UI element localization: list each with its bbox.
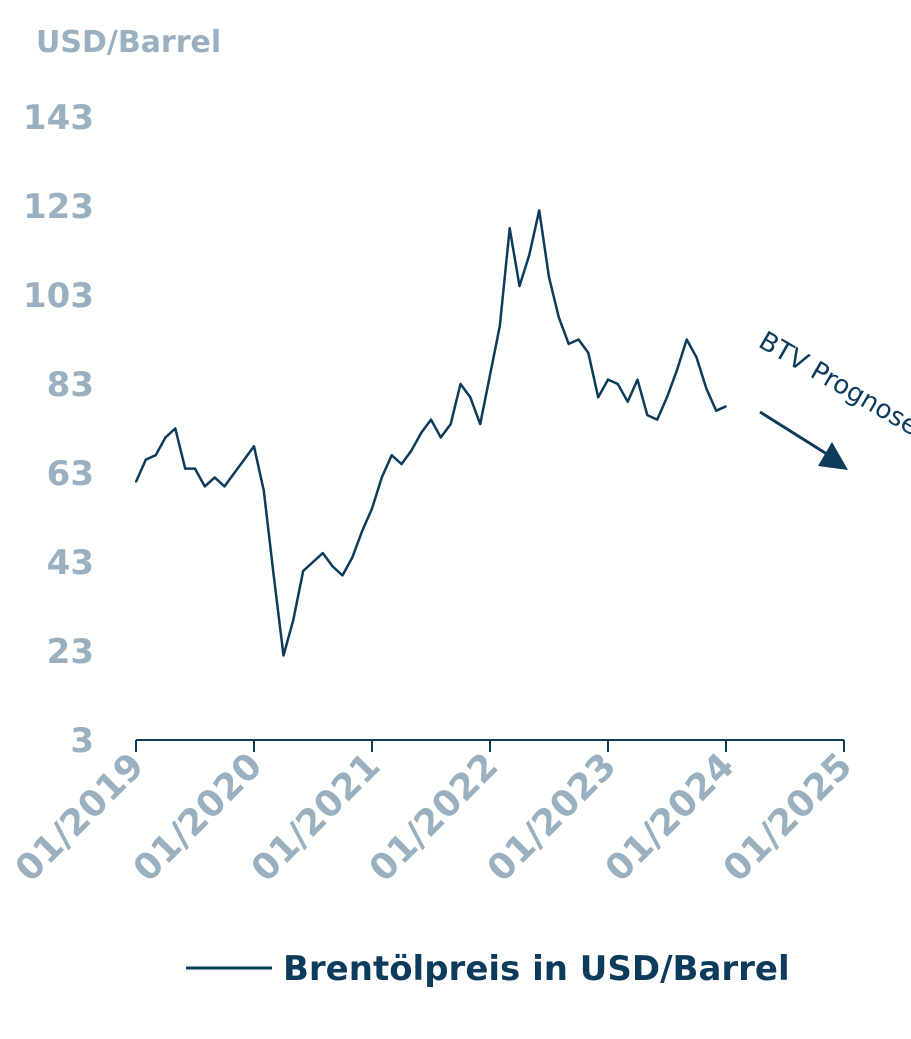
x-tick-label: 01/2021	[244, 745, 389, 890]
brent-price-point	[607, 378, 609, 381]
brent-price-point	[508, 227, 511, 230]
brent-price-point	[272, 574, 275, 577]
y-tick-label: 43	[47, 543, 94, 583]
x-tick-label: 01/2024	[598, 745, 743, 890]
brent-price-point	[253, 445, 255, 448]
x-axis: 01/201901/202001/202101/202201/202301/20…	[8, 739, 861, 890]
brent-price-point	[616, 383, 619, 385]
brent-price-point	[518, 285, 521, 287]
brent-price-point	[557, 316, 560, 319]
brent-price-point	[164, 436, 167, 439]
brent-price-point	[410, 449, 413, 452]
brent-price-point	[351, 556, 354, 559]
y-tick-label: 143	[23, 98, 94, 138]
plot-area	[134, 209, 727, 657]
brent-price-point	[695, 356, 698, 359]
y-tick-label: 63	[47, 454, 94, 494]
brent-price-point	[262, 489, 265, 492]
y-tick-label: 123	[23, 187, 94, 227]
forecast-annotation: BTV Prognose	[754, 326, 911, 470]
brent-price-point	[479, 423, 482, 425]
brent-price-point	[715, 409, 718, 412]
x-tick-label: 01/2025	[716, 745, 861, 890]
brent-price-point	[203, 485, 206, 488]
brent-price-line	[134, 209, 727, 657]
brent-price-point	[666, 396, 668, 399]
brent-price-point	[636, 378, 639, 381]
brent-price-point	[243, 458, 246, 461]
brent-price-point	[135, 481, 137, 483]
brent-price-point	[656, 418, 659, 421]
brent-price-point	[538, 209, 541, 212]
brent-price-point	[144, 458, 147, 461]
brent-price-point	[194, 467, 196, 470]
legend-label: Brentölpreis in USD/Barrel	[283, 949, 790, 989]
brent-price-point	[174, 427, 177, 430]
brent-price-point	[213, 476, 216, 479]
brent-price-point	[439, 436, 442, 439]
brent-price-point	[400, 463, 403, 465]
brent-price-point	[302, 570, 305, 572]
brent-price-point	[626, 400, 629, 403]
brent-price-point	[361, 530, 364, 532]
brent-price-point	[282, 654, 285, 657]
brent-price-point	[390, 454, 393, 457]
y-tick-label: 103	[23, 276, 94, 316]
y-tick-label: 3	[70, 721, 94, 761]
brent-price-point	[184, 467, 187, 470]
x-tick-label: 01/2022	[362, 745, 507, 890]
brent-price-point	[597, 396, 600, 399]
y-tick-label: 23	[47, 632, 94, 672]
brent-price-point	[459, 383, 462, 385]
brent-price-point	[371, 507, 373, 510]
y-tick-label: 83	[47, 365, 94, 405]
legend: Brentölpreis in USD/Barrel	[186, 949, 790, 989]
brent-price-point	[341, 574, 344, 577]
forecast-arrow-shaft	[759, 410, 831, 458]
brent-price-point	[380, 476, 383, 479]
x-tick-label: 01/2019	[8, 745, 153, 890]
brent-price-point	[548, 276, 550, 279]
brent-price-point	[705, 387, 708, 390]
brent-price-point	[675, 369, 678, 372]
brent-price-point	[498, 325, 501, 327]
x-tick-label: 01/2020	[126, 745, 271, 890]
y-axis-unit-label: USD/Barrel	[36, 25, 221, 60]
brent-price-point	[587, 351, 590, 354]
brent-price-point	[154, 454, 157, 457]
brent-price-point	[469, 396, 472, 399]
brent-price-point	[685, 338, 688, 341]
brent-price-point	[233, 472, 236, 474]
x-tick-label: 01/2023	[480, 745, 625, 890]
brent-price-point	[725, 405, 727, 408]
forecast-arrow-head	[818, 442, 848, 470]
brent-price-point	[223, 485, 226, 488]
brent-price-point	[420, 432, 423, 434]
brent-price-point	[430, 418, 432, 421]
brent-price-point	[577, 338, 580, 341]
y-axis-ticks: 3 23 43 63 83 103 123 143	[23, 98, 94, 761]
brent-price-point	[528, 254, 531, 256]
brent-price-point	[449, 423, 452, 425]
brent-price-point	[489, 374, 491, 376]
brent-price-point	[331, 565, 334, 568]
brent-price-point	[292, 619, 295, 621]
brent-price-point	[646, 414, 649, 416]
brent-price-point	[567, 343, 570, 345]
brent-price-point	[312, 561, 314, 563]
brent-price-point	[321, 552, 324, 554]
